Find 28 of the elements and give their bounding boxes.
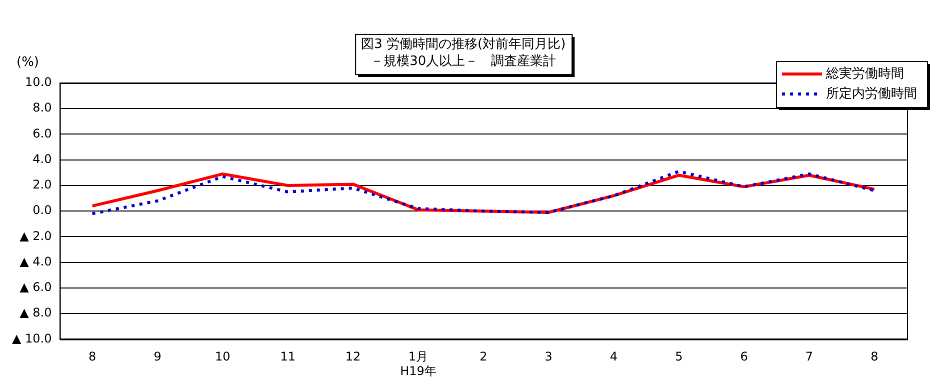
y-tick-label: ▲ 2.0 <box>20 228 52 243</box>
x-tick-label: 10 <box>215 350 230 364</box>
legend-label: 総実労働時間 <box>825 65 904 82</box>
chart-title: 図3 労働時間の推移(対前年同月比) －規模30人以上－ 調査産業計 <box>361 36 566 69</box>
x-tick-label: 9 <box>154 350 162 364</box>
y-tick-label: 0.0 <box>32 203 52 218</box>
x-tick-label: 5 <box>675 350 683 364</box>
y-tick-label: ▲ 10.0 <box>12 331 52 346</box>
legend-label: 所定内労働時間 <box>826 86 917 102</box>
y-tick-label: ▲ 6.0 <box>20 280 52 294</box>
y-tick-label: ▲ 8.0 <box>20 306 52 320</box>
x-tick-label: 7 <box>805 350 814 364</box>
x-tick-label: 4 <box>610 350 618 364</box>
x-tick-label: 2 <box>480 350 488 364</box>
y-tick-label: 4.0 <box>32 152 52 166</box>
y-tick-label: 2.0 <box>32 178 52 192</box>
x-tick-label: 3 <box>544 350 552 364</box>
x-tick-label: 11 <box>280 350 296 364</box>
x-tick-label: 8 <box>88 350 96 364</box>
x-tick-label: 1月 H19年 <box>400 350 436 378</box>
x-tick-label: 12 <box>345 350 361 364</box>
x-tick-label: 6 <box>740 350 748 364</box>
y-axis-title: (%) <box>16 54 40 70</box>
y-tick-label: ▲ 4.0 <box>20 254 52 268</box>
y-tick-label: 10.0 <box>25 75 52 90</box>
y-tick-label: 8.0 <box>32 100 52 115</box>
y-tick-label: 6.0 <box>32 126 52 140</box>
x-tick-label: 8 <box>870 350 878 364</box>
